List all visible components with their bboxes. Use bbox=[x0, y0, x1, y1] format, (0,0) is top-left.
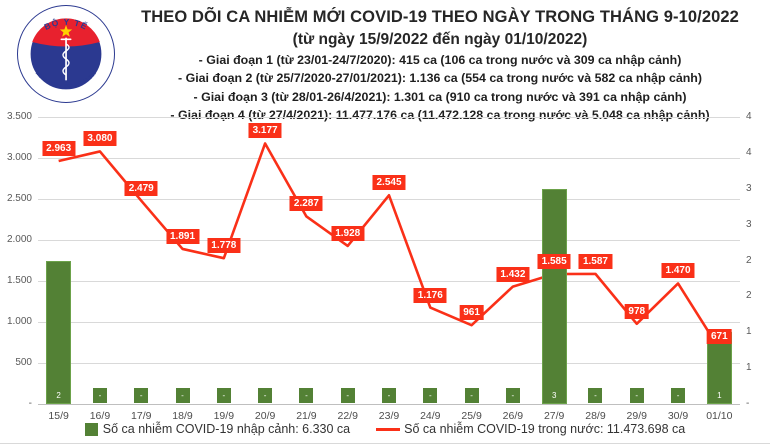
right-axis-tick: 2 bbox=[746, 290, 752, 302]
right-axis-tick: 4 bbox=[746, 146, 752, 158]
note-giai-doan-4: - Giai đoạn 4 (từ 27/4/2021): 11.477.176… bbox=[170, 107, 710, 122]
right-axis-tick: 3 bbox=[746, 182, 752, 194]
imported-cases-bar-label: - bbox=[134, 388, 149, 403]
chart-legend: Số ca nhiễm COVID-19 nhập cảnh: 6.330 ca… bbox=[0, 422, 770, 436]
gridline bbox=[38, 280, 740, 282]
x-axis-tick: 28/9 bbox=[585, 410, 606, 422]
svg-text:BỘ Y TẾ: BỘ Y TẾ bbox=[42, 16, 89, 32]
domestic-cases-point-label: 3.177 bbox=[248, 123, 282, 139]
imported-cases-bar-label: 2 bbox=[51, 388, 66, 403]
left-axis-tick: 3.500 bbox=[6, 111, 32, 122]
imported-cases-bar-label: - bbox=[671, 388, 686, 403]
x-axis-tick: 20/9 bbox=[254, 410, 276, 422]
domestic-cases-point-label: 671 bbox=[707, 328, 732, 344]
x-axis-tick: 19/9 bbox=[213, 410, 235, 422]
ministry-of-health-logo: BỘ Y TẾ MINISTRY OF HEALTH bbox=[17, 5, 115, 103]
imported-cases-legend-label: Số ca nhiễm COVID-19 nhập cảnh: 6.330 ca bbox=[102, 422, 351, 436]
note-giai-doan-1: - Giai đoạn 1 (từ 23/01-24/7/2020): 415 … bbox=[198, 53, 682, 68]
imported-cases-bar-label: - bbox=[175, 388, 190, 403]
note-giai-doan-2: - Giai đoạn 2 (từ 25/7/2020-27/01/2021):… bbox=[178, 71, 702, 86]
domestic-cases-point-label: 2.479 bbox=[124, 180, 158, 196]
imported-cases-bar-label: - bbox=[629, 388, 644, 403]
imported-cases-bar-label: - bbox=[299, 388, 314, 403]
x-axis-tick: 22/9 bbox=[337, 410, 358, 422]
note-giai-doan-3: - Giai đoạn 3 (từ 28/01-26/4/2021): 1.30… bbox=[193, 89, 687, 104]
gridline bbox=[38, 157, 740, 159]
left-axis-tick: 2.000 bbox=[6, 234, 32, 245]
right-axis-tick: 3 bbox=[746, 218, 752, 230]
domestic-cases-point-label: 2.545 bbox=[372, 175, 406, 191]
left-axis-tick: 500 bbox=[15, 357, 32, 368]
domestic-cases-point-label: 1.432 bbox=[496, 266, 530, 282]
imported-cases-bar-label: - bbox=[382, 388, 396, 403]
gridline bbox=[38, 362, 740, 364]
imported-cases-bar-label: - bbox=[216, 388, 231, 403]
domestic-cases-point-label: 1.585 bbox=[537, 254, 571, 270]
imported-cases-bar-label: - bbox=[423, 388, 438, 403]
chart-header: THEO DÕI CA NHIỄM MỚI COVID-19 THEO NGÀY… bbox=[112, 0, 768, 122]
x-axis-tick: 15/9 bbox=[48, 410, 69, 422]
x-axis-tick: 01/10 bbox=[706, 410, 733, 422]
imported-cases-bar-label: - bbox=[588, 388, 603, 403]
logo-top-text: BỘ Y TẾ bbox=[42, 16, 88, 32]
x-axis-tick: 23/9 bbox=[378, 410, 400, 422]
right-axis-tick: 1 bbox=[746, 362, 752, 374]
chart-title: THEO DÕI CA NHIỄM MỚI COVID-19 THEO NGÀY… bbox=[141, 8, 739, 26]
domestic-cases-point-label: 978 bbox=[624, 303, 650, 319]
imported-cases-bar-label: - bbox=[258, 388, 273, 403]
domestic-cases-point-label: 2.963 bbox=[42, 141, 76, 157]
domestic-cases-line-icon bbox=[376, 427, 401, 431]
domestic-cases-point-label: 3.080 bbox=[83, 131, 117, 147]
left-axis-tick: 1.000 bbox=[6, 316, 32, 327]
x-axis-tick: 27/9 bbox=[543, 410, 565, 422]
x-axis-tick: 21/9 bbox=[296, 410, 317, 422]
domestic-cases-point-label: 961 bbox=[459, 305, 484, 321]
left-axis-tick: - bbox=[28, 398, 32, 409]
x-axis-tick: 26/9 bbox=[502, 410, 524, 422]
gridline bbox=[38, 239, 740, 241]
domestic-cases-point-label: 1.587 bbox=[578, 253, 612, 269]
domestic-cases-point-label: 1.176 bbox=[413, 287, 447, 303]
gridline bbox=[38, 321, 740, 323]
imported-cases-bar-label: 1 bbox=[712, 388, 727, 403]
imported-cases-bar-label: - bbox=[92, 388, 107, 403]
x-axis-tick: 17/9 bbox=[131, 410, 152, 422]
imported-cases-bar-label: - bbox=[464, 388, 479, 403]
gridline bbox=[38, 198, 740, 200]
domestic-cases-point-label: 1.778 bbox=[207, 238, 241, 254]
right-axis-tick: 1 bbox=[746, 326, 752, 338]
domestic-cases-point-label: 2.287 bbox=[289, 196, 323, 212]
x-axis-tick: 25/9 bbox=[461, 410, 482, 422]
left-axis-tick: 1.500 bbox=[6, 275, 32, 286]
right-axis-tick: 4 bbox=[746, 111, 752, 122]
left-axis-tick: 2.500 bbox=[6, 193, 32, 204]
x-axis-tick: 24/9 bbox=[420, 410, 441, 422]
imported-cases-bar-label: 3 bbox=[547, 388, 562, 403]
star-icon bbox=[59, 25, 73, 37]
left-axis-tick: 3.000 bbox=[6, 152, 32, 163]
x-axis-tick: 18/9 bbox=[172, 410, 193, 422]
domestic-cases-point-label: 1.470 bbox=[661, 263, 695, 279]
x-axis-tick: 30/9 bbox=[667, 410, 689, 422]
asclepius-staff-icon bbox=[60, 37, 72, 81]
imported-cases-bar-label: - bbox=[340, 388, 355, 403]
right-axis-tick: - bbox=[746, 398, 750, 409]
imported-cases-swatch-icon bbox=[84, 422, 98, 436]
right-axis-tick: 2 bbox=[746, 254, 752, 266]
domestic-cases-legend-label: Số ca nhiễm COVID-19 trong nước: 11.473.… bbox=[404, 422, 686, 436]
gridline bbox=[38, 403, 740, 405]
imported-cases-bar bbox=[46, 260, 72, 404]
x-axis-tick: 29/9 bbox=[626, 410, 647, 422]
domestic-cases-point-label: 1.891 bbox=[166, 228, 200, 244]
domestic-cases-point-label: 1.928 bbox=[331, 225, 365, 241]
gridline bbox=[38, 116, 740, 118]
imported-cases-bar-label: - bbox=[505, 388, 520, 403]
imported-cases-bar bbox=[541, 188, 567, 404]
chart-subtitle: (từ ngày 15/9/2022 đến ngày 01/10/2022) bbox=[292, 31, 588, 48]
x-axis-tick: 16/9 bbox=[89, 410, 111, 422]
